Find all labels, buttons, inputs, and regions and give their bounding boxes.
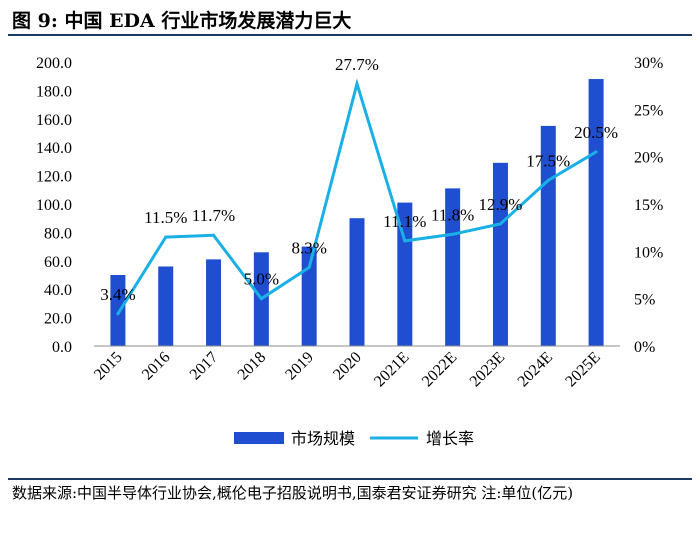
growth-data-label: 27.7% <box>335 55 379 74</box>
growth-data-label: 17.5% <box>526 151 570 170</box>
source-rule <box>8 478 692 480</box>
bar-2017 <box>206 259 222 346</box>
growth-data-label: 12.9% <box>478 195 522 214</box>
y-left-tick-label: 160.0 <box>36 112 72 129</box>
growth-point-2020 <box>355 82 359 86</box>
source-note: 数据来源:中国半导体行业协会,概伦电子招股说明书,国泰君安证券研究 注:单位(亿… <box>12 484 574 502</box>
growth-point-2018 <box>259 297 263 301</box>
bar-2020 <box>349 218 365 346</box>
bar-2024E <box>540 125 556 347</box>
y-right-tick-label: 25% <box>634 102 663 119</box>
growth-point-2022E <box>451 232 455 236</box>
growth-data-label: 5.0% <box>244 270 279 289</box>
y-left-tick-label: 60.0 <box>44 254 72 271</box>
growth-data-label: 11.7% <box>192 206 235 225</box>
bar-2023E <box>492 162 508 346</box>
growth-data-label: 20.5% <box>574 123 618 142</box>
chart-svg: 0.0 20.0 40.0 60.0 80.0 100.0 120.0 140.0 160.0 1… <box>36 55 663 448</box>
growth-point-2024E <box>546 178 550 182</box>
x-tick-label: 2018 <box>235 349 270 384</box>
title-rule <box>8 34 692 36</box>
y-right-tick-label: 10% <box>634 244 663 261</box>
bar-2022E <box>445 188 461 346</box>
legend-swatch-market-size <box>234 432 284 444</box>
y-left-tick-label: 180.0 <box>36 83 72 100</box>
growth-data-label: 8.3% <box>291 238 326 257</box>
y-right-tick-label: 20% <box>634 150 663 167</box>
growth-data-label: 11.8% <box>431 205 474 224</box>
growth-point-2023E <box>498 222 502 226</box>
legend-label-growth-rate: 增长率 <box>426 430 474 448</box>
y-left-tick-label: 140.0 <box>36 140 72 157</box>
x-tick-label: 2020 <box>330 349 365 384</box>
x-tick-label: 2025E <box>562 349 604 391</box>
x-tick-label: 2023E <box>467 349 509 391</box>
bar-2015 <box>110 275 126 346</box>
y-left-tick-label: 200.0 <box>36 55 72 72</box>
chart-area: 0.0 20.0 40.0 60.0 80.0 100.0 120.0 140.0 160.0 1… <box>8 40 692 476</box>
bar-2016 <box>158 266 174 346</box>
legend-label-market-size: 市场规模 <box>291 430 355 448</box>
x-tick-label: 2021E <box>371 349 413 391</box>
x-tick-label: 2015 <box>91 349 126 384</box>
bar-2021E <box>397 202 413 346</box>
figure-title: 图 9: 中国 EDA 行业市场发展潜力巨大 <box>12 10 352 32</box>
y-left-tick-label: 20.0 <box>44 311 72 328</box>
growth-point-2016 <box>164 235 168 239</box>
y-right-tick-label: 0% <box>634 339 655 356</box>
y-left-tick-label: 40.0 <box>44 282 72 299</box>
y-left-tick-label: 0.0 <box>52 339 72 356</box>
bar-2025E <box>588 79 604 346</box>
growth-data-label: 3.4% <box>100 285 135 304</box>
x-tick-label: 2017 <box>187 349 222 384</box>
growth-point-2021E <box>403 239 407 243</box>
growth-data-label: 11.5% <box>144 208 187 227</box>
y-right-tick-label: 5% <box>634 292 655 309</box>
y-right-tick-label: 30% <box>634 55 663 72</box>
growth-point-2017 <box>212 233 216 237</box>
y-left-tick-label: 120.0 <box>36 169 72 186</box>
growth-point-2019 <box>307 265 311 269</box>
x-tick-label: 2016 <box>139 349 174 384</box>
growth-point-2025E <box>594 150 598 154</box>
growth-data-label: 11.1% <box>383 212 426 231</box>
y-left-tick-label: 100.0 <box>36 197 72 214</box>
y-right-tick-label: 15% <box>634 197 663 214</box>
growth-point-2015 <box>116 312 120 316</box>
y-left-tick-label: 80.0 <box>44 225 72 242</box>
x-tick-label: 2019 <box>282 349 317 384</box>
x-tick-label: 2024E <box>515 349 557 391</box>
x-tick-label: 2022E <box>419 349 461 391</box>
